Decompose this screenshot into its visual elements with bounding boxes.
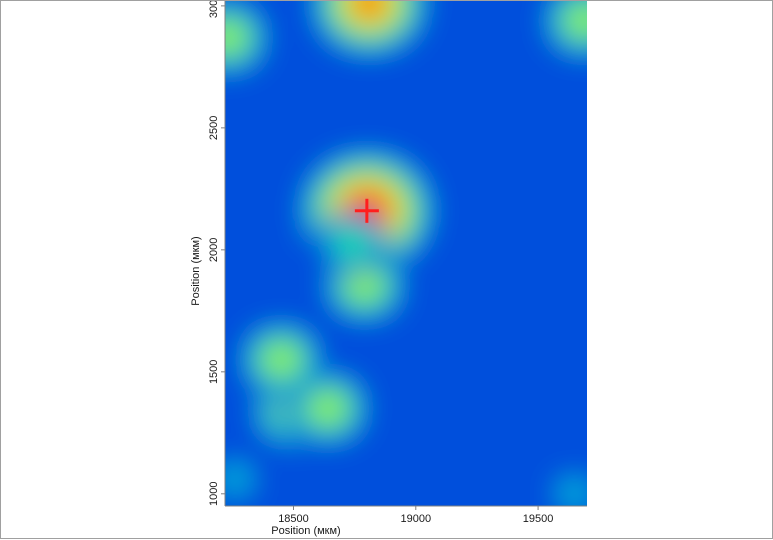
y-tick-label: 2500 [208, 116, 220, 140]
y-tick-label: 2000 [208, 238, 220, 262]
y-axis-ticks: 1000 1500 2000 2500 3000 [208, 1, 225, 506]
x-tick-label: 19000 [400, 513, 431, 525]
x-tick-label: 18500 [278, 513, 309, 525]
hotspot-5-level-4 [264, 344, 299, 375]
y-tick-label: 3000 [208, 1, 220, 18]
y-tick-label: 1000 [208, 482, 220, 506]
hotspot-4-level-4 [310, 393, 345, 424]
heatmap-layer [225, 1, 587, 506]
x-tick-label: 19500 [523, 513, 554, 525]
x-axis-ticks: 18500 19000 19500 [278, 506, 553, 525]
marker-layer [354, 198, 379, 223]
hotspot-9-level-2 [557, 478, 587, 506]
hotspot-1-level-4 [347, 269, 382, 301]
hotspot-6-level-6 [352, 1, 387, 19]
x-axis-label: Position (мкм) [271, 525, 340, 537]
hotspot-7-level-4 [225, 22, 245, 53]
hotspot-2-level-3 [335, 227, 370, 258]
y-tick-label: 1500 [208, 360, 220, 384]
y-axis-label: Position (мкм) [190, 236, 202, 305]
heatmap-background [225, 1, 587, 506]
hotspot-10-level-2 [225, 463, 252, 495]
hotspot-8-level-4 [567, 5, 587, 36]
